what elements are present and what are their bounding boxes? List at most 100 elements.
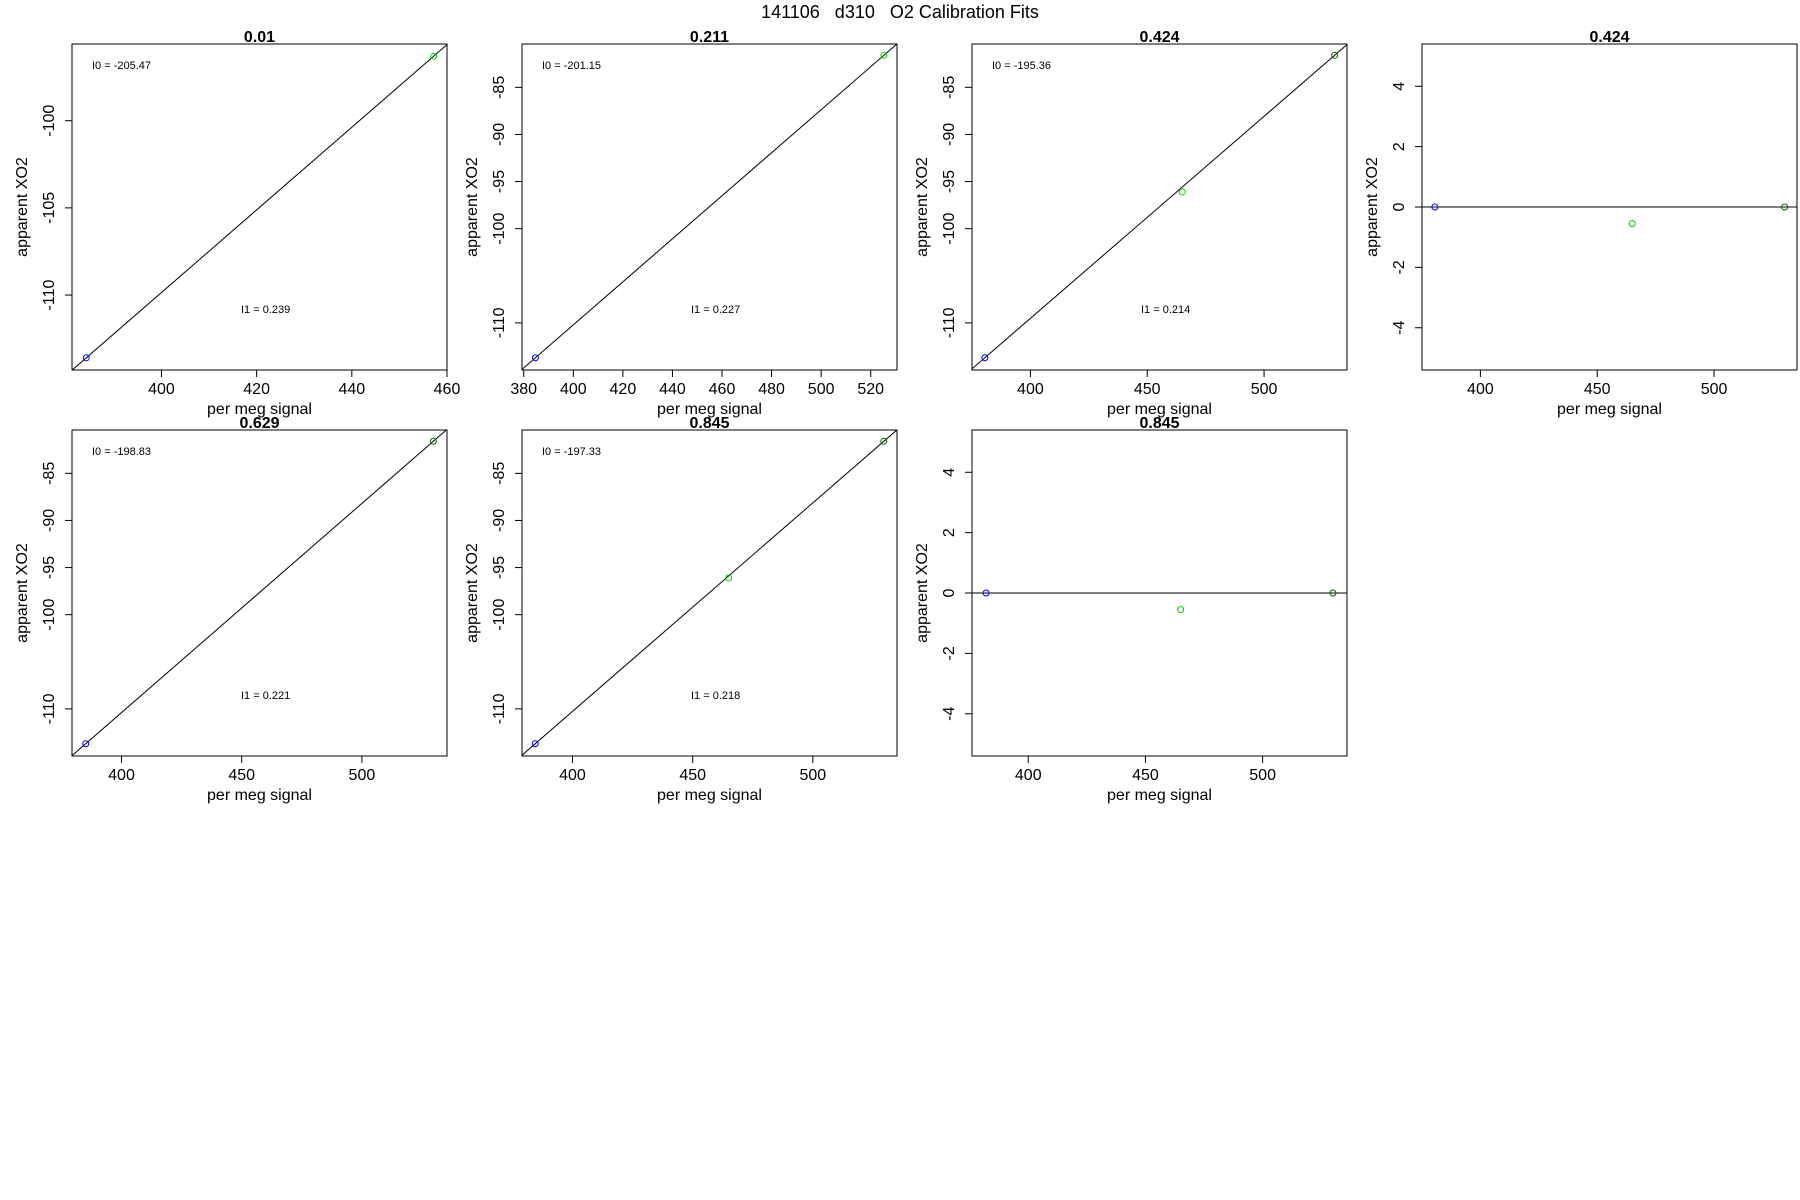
annotation-i1: I1 = 0.218 [691, 690, 740, 702]
y-tick-label: 2 [1391, 142, 1408, 151]
y-tick-label: -95 [41, 556, 58, 579]
y-tick-label: -85 [491, 462, 508, 485]
data-point-darkgreen [1329, 589, 1337, 597]
y-tick-label: -85 [41, 462, 58, 485]
x-axis-label: per meg signal [207, 401, 312, 418]
x-tick-label: 500 [1249, 767, 1276, 784]
x-axis-label: per meg signal [1107, 787, 1212, 804]
y-tick-label: -100 [491, 599, 508, 631]
data-point-darkgreen [880, 437, 888, 445]
chart-title: 0.629 [239, 415, 279, 432]
data-point-blue [82, 740, 90, 748]
x-tick-label: 480 [758, 381, 785, 398]
y-axis-label: apparent XO2 [914, 543, 931, 643]
y-tick-label: -2 [1391, 260, 1408, 274]
chart-panel-3: 0.424 400 450 500 -85 -90 -95 -100 -110 per meg s… [914, 29, 1348, 418]
chart-panel-2: 0.211 380 400 420 440 460 480 500 520 -85 -90 -95 -1… [464, 29, 898, 418]
chart-title: 0.211 [690, 29, 729, 46]
data-point-green [1178, 188, 1186, 196]
y-axis-label: apparent XO2 [914, 157, 931, 257]
x-tick-label: 400 [1017, 381, 1044, 398]
chart-panel-4: 0.424 400 450 500 4 2 0 -2 -4 per meg signal appar… [1364, 29, 1798, 418]
x-tick-label: 450 [228, 767, 255, 784]
data-point-darkgreen [429, 437, 437, 445]
x-tick-label: 460 [434, 381, 461, 398]
x-tick-label: 400 [148, 381, 175, 398]
x-tick-label: 460 [709, 381, 736, 398]
y-tick-label: 0 [941, 588, 958, 597]
y-tick-label: -100 [941, 213, 958, 245]
chart-title: 0.424 [1139, 29, 1179, 46]
y-tick-label: -95 [491, 170, 508, 193]
y-tick-label: 4 [1391, 82, 1408, 91]
x-axis-label: per meg signal [207, 787, 312, 804]
y-tick-label: -110 [491, 693, 508, 724]
y-tick-label: -4 [1391, 321, 1408, 335]
y-tick-label: -90 [491, 123, 508, 146]
y-tick-label: -90 [491, 509, 508, 532]
y-axis-label: apparent XO2 [14, 543, 31, 643]
chart-title: 0.01 [244, 29, 275, 46]
data-point-green [430, 52, 438, 60]
y-tick-label: -90 [41, 509, 58, 532]
y-tick-label: -4 [941, 707, 958, 721]
plot-frame [71, 43, 448, 371]
y-tick-label: -110 [491, 307, 508, 338]
annotation-i0: I0 = -198.83 [92, 446, 151, 458]
x-tick-label: 500 [1251, 381, 1278, 398]
chart-panel-5: 0.629 400 450 500 -85 -90 -95 -100 -110 per meg s… [14, 415, 448, 804]
y-tick-label: -110 [41, 693, 58, 724]
y-tick-label: -100 [41, 599, 58, 631]
chart-panel-1: 0.01 400 420 440 460 -100 -105 -110 per meg sign… [14, 29, 461, 418]
fit-line [522, 430, 897, 756]
y-tick-label: -100 [491, 213, 508, 245]
x-tick-label: 400 [108, 767, 135, 784]
x-tick-label: 400 [559, 767, 586, 784]
x-tick-label: 420 [610, 381, 637, 398]
y-tick-label: -2 [941, 646, 958, 660]
y-axis-label: apparent XO2 [14, 157, 31, 257]
x-axis-label: per meg signal [657, 401, 762, 418]
x-tick-label: 400 [1015, 767, 1042, 784]
y-tick-label: -100 [41, 105, 58, 137]
plot-frame [71, 429, 448, 757]
x-tick-label: 450 [1584, 381, 1611, 398]
data-point-green [1177, 606, 1185, 614]
x-tick-label: 500 [808, 381, 835, 398]
data-point-green [1628, 220, 1636, 228]
x-tick-label: 450 [1132, 767, 1159, 784]
data-point-blue [531, 354, 539, 362]
y-axis-label: apparent XO2 [1364, 157, 1381, 257]
y-tick-label: 4 [941, 468, 958, 477]
annotation-i1: I1 = 0.239 [241, 304, 290, 316]
fit-line [72, 430, 447, 756]
fit-line [522, 44, 897, 370]
y-tick-label: -90 [941, 123, 958, 146]
x-tick-label: 520 [857, 381, 884, 398]
x-tick-label: 500 [800, 767, 827, 784]
data-point-blue [1431, 203, 1439, 211]
y-tick-label: -105 [41, 192, 58, 224]
data-point-darkgreen [1331, 51, 1339, 59]
x-tick-label: 500 [1701, 381, 1728, 398]
fit-line [72, 44, 447, 370]
x-tick-label: 440 [659, 381, 686, 398]
x-tick-label: 380 [510, 381, 537, 398]
annotation-i0: I0 = -195.36 [992, 60, 1051, 72]
data-point-green [880, 51, 888, 59]
y-tick-label: 0 [1391, 202, 1408, 211]
annotation-i0: I0 = -205.47 [92, 60, 151, 72]
plot-frame [521, 429, 898, 757]
x-tick-label: 450 [679, 767, 706, 784]
data-point-blue [531, 740, 539, 748]
x-tick-label: 450 [1134, 381, 1161, 398]
annotation-i0: I0 = -197.33 [542, 446, 601, 458]
chart-title: 0.424 [1589, 29, 1629, 46]
y-tick-label: -95 [941, 170, 958, 193]
chart-panel-7: 0.845 400 450 500 4 2 0 -2 -4 per meg signal appar… [914, 415, 1348, 804]
annotation-i1: I1 = 0.214 [1141, 304, 1190, 316]
x-tick-label: 500 [349, 767, 376, 784]
annotation-i1: I1 = 0.227 [691, 304, 740, 316]
data-point-blue [982, 589, 990, 597]
